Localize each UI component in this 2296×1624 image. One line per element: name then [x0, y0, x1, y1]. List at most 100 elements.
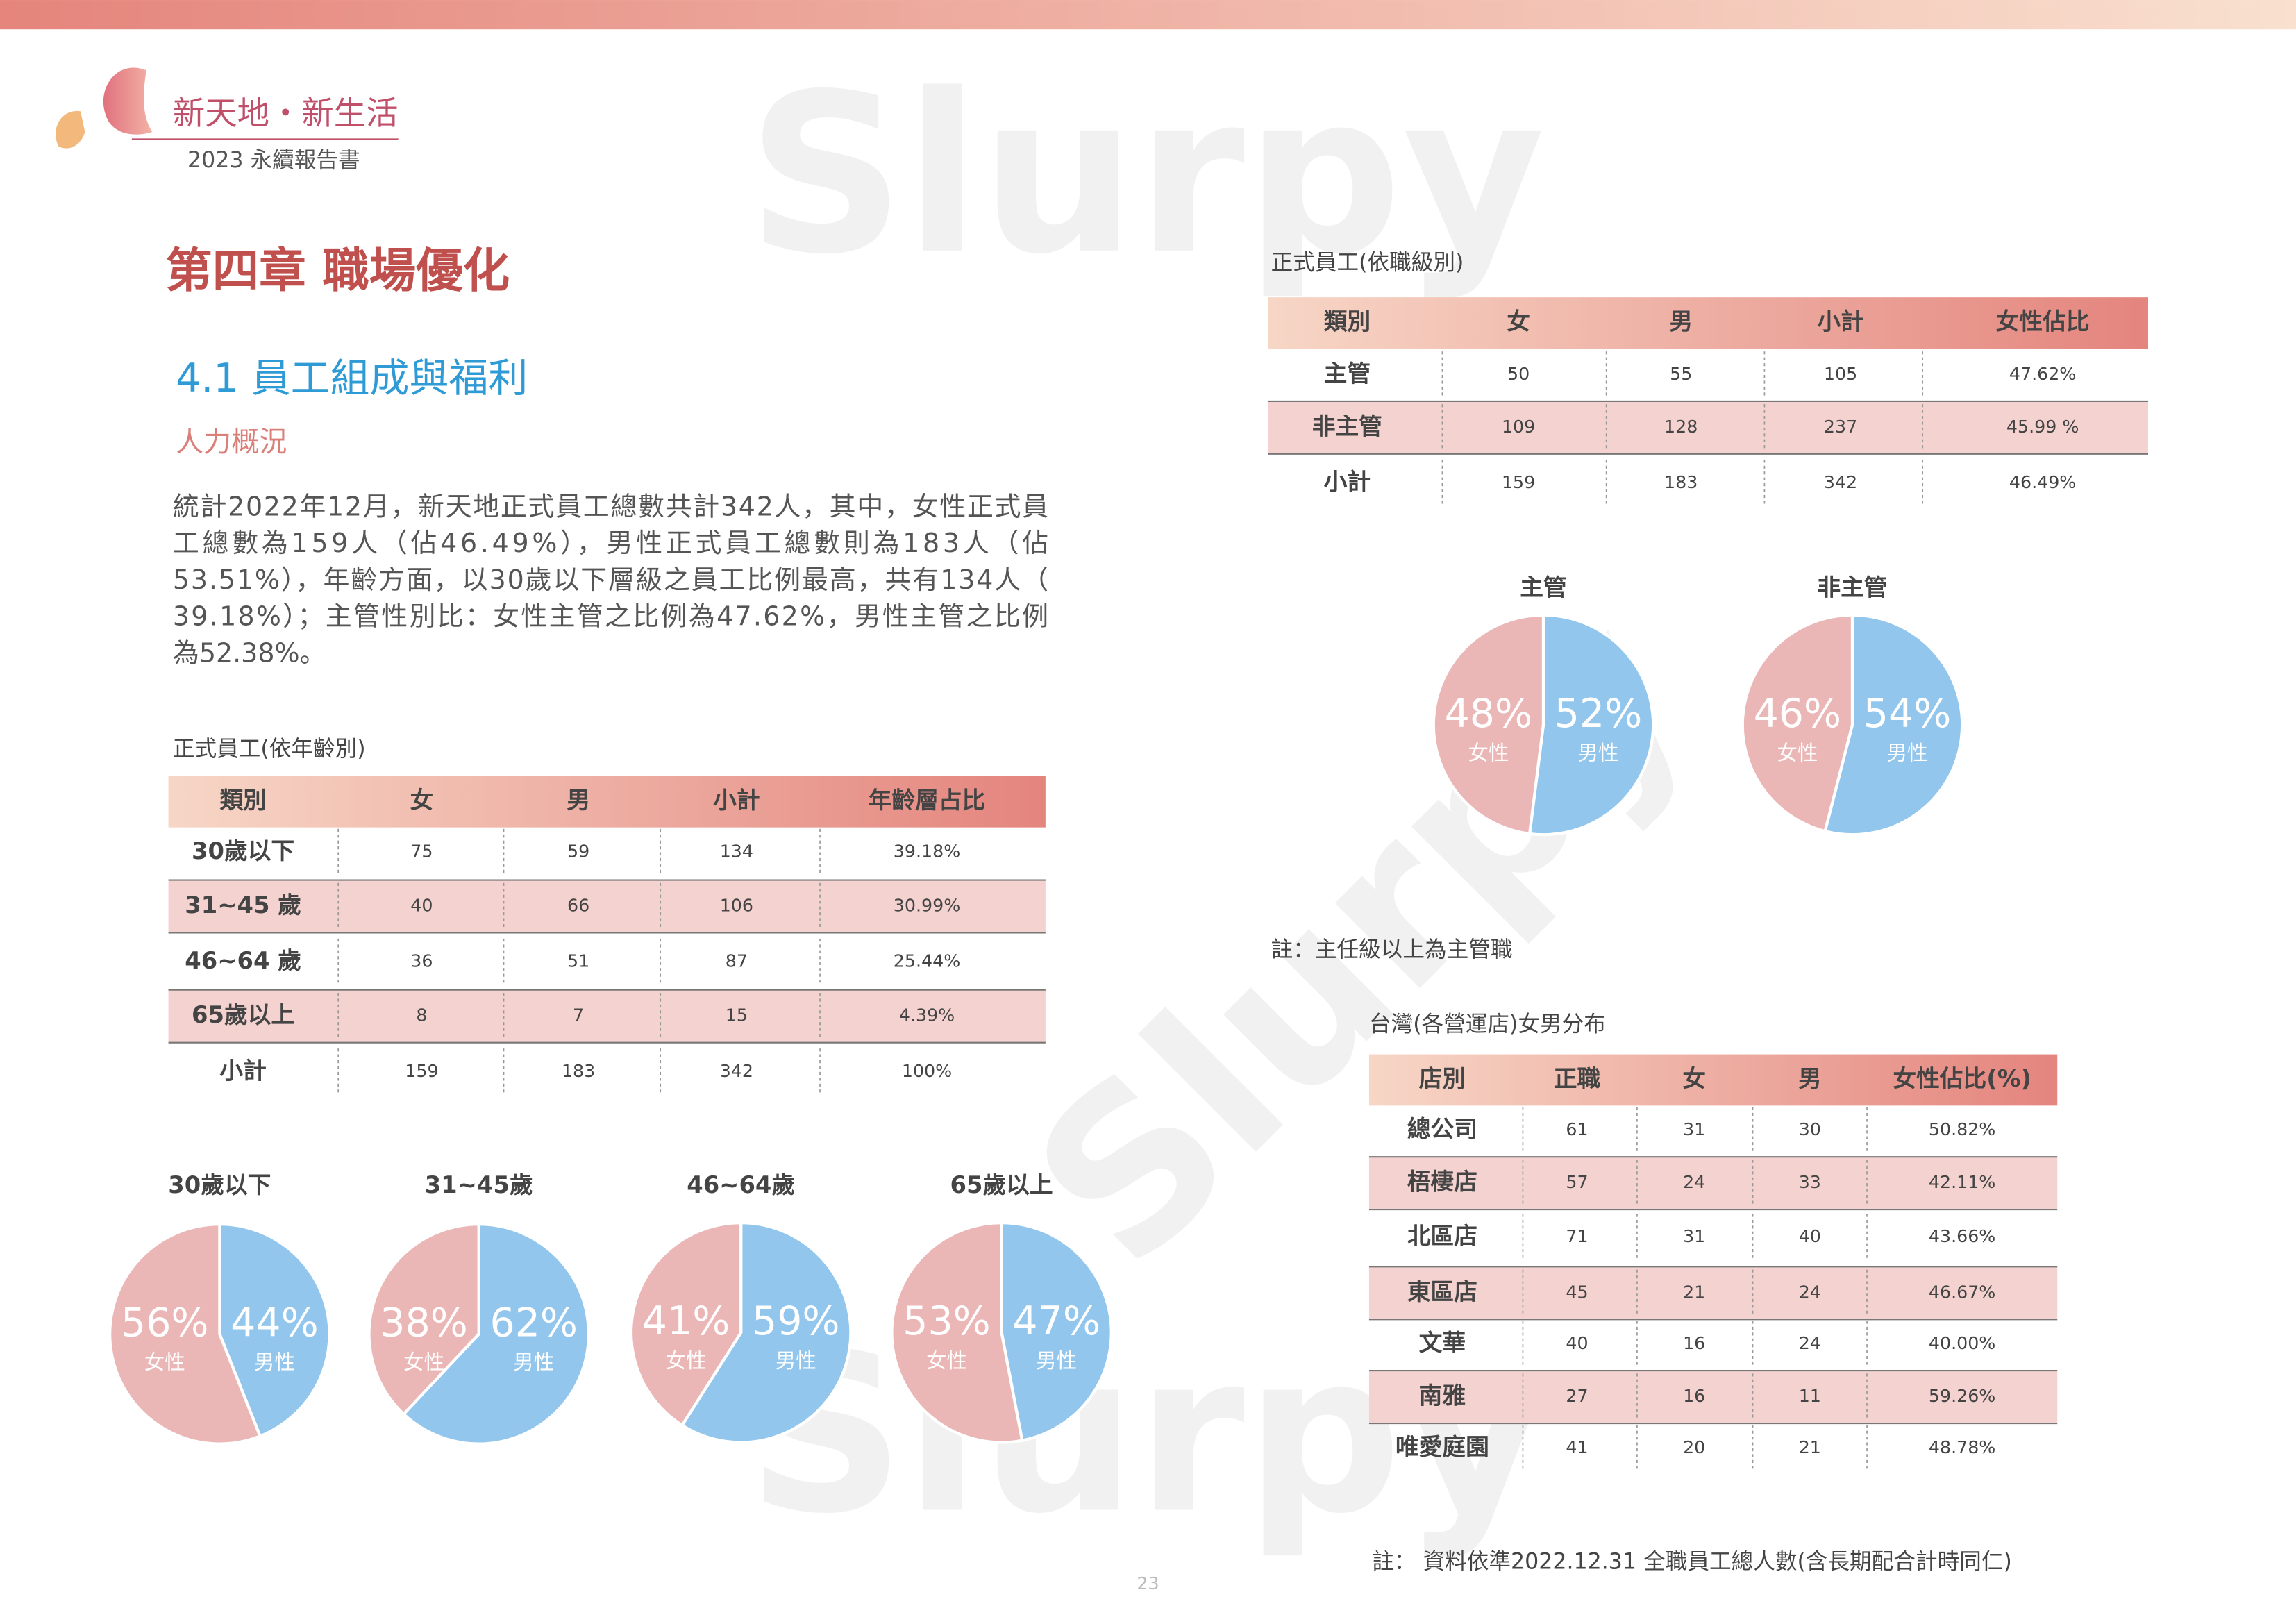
table-cell: 小計	[219, 1057, 266, 1084]
table-row-bg	[1368, 1266, 2058, 1320]
table-cell: 66	[567, 896, 589, 916]
table-cell: 33	[1799, 1172, 1821, 1192]
table-header-cell: 店別	[1419, 1065, 1466, 1092]
pie-value-label: 56%	[121, 1300, 209, 1346]
pie-slice	[890, 1221, 1024, 1444]
pie-slice-name: 女性	[144, 1350, 185, 1374]
table-caption: 正式員工(依年齡別)	[173, 737, 366, 762]
table-header-cell: 女	[1682, 1065, 1706, 1092]
pie-title: 46~64歲	[687, 1171, 795, 1198]
pie-slice-name: 女性	[403, 1350, 444, 1374]
table-header-cell: 女	[410, 787, 434, 814]
paragraph-line: 53.51%），年齡方面，以30歲以下層級之員工比例最高，共有134人（	[173, 564, 1048, 595]
paragraph-line: 39.18%）；主管性別比：女性主管之比例為47.62%，男性主管之比例	[173, 601, 1048, 632]
table-cell: 41	[1566, 1437, 1588, 1457]
pie-slice	[1823, 613, 1964, 837]
pie-title: 非主管	[1817, 574, 1887, 601]
table-header-cell: 小計	[713, 787, 760, 814]
pie-slice-name: 男性	[1578, 742, 1619, 765]
table-cell: 31~45 歲	[185, 891, 301, 919]
table-header-cell: 類別	[1324, 308, 1371, 335]
table-cell: 51	[567, 951, 589, 971]
table-header-cell: 女性佔比(%)	[1893, 1065, 2031, 1092]
table-header-cell: 女	[1507, 308, 1530, 335]
table-cell: 40	[1566, 1333, 1588, 1353]
table-cell: 40	[410, 896, 433, 916]
pie-value-label: 54%	[1863, 691, 1952, 737]
pie-value-label: 47%	[1012, 1298, 1100, 1344]
table-cell: 24	[1799, 1282, 1821, 1302]
table-header-cell: 小計	[1817, 308, 1863, 335]
table-header-cell: 男	[567, 787, 590, 814]
table-cell: 342	[720, 1061, 753, 1081]
table-cell: 25.44%	[894, 951, 960, 971]
table-cell: 109	[1502, 417, 1535, 437]
pie-slice	[1527, 613, 1655, 837]
pie-value-label: 53%	[903, 1298, 991, 1344]
table-cell: 15	[726, 1005, 748, 1026]
table-cell: 30.99%	[894, 896, 960, 916]
pie-title: 主管	[1520, 574, 1566, 601]
table-cell: 36	[410, 951, 433, 971]
table-cell: 50	[1507, 364, 1530, 384]
table-cell: 57	[1566, 1172, 1588, 1192]
note: 註：主任級以上為主管職	[1271, 937, 1513, 962]
table-row-bg	[168, 880, 1046, 933]
table-cell: 159	[1502, 472, 1535, 492]
pie-slice-name: 女性	[1468, 742, 1509, 765]
table-cell: 16	[1683, 1386, 1705, 1406]
table-cell: 27	[1566, 1386, 1588, 1406]
table-cell: 24	[1683, 1172, 1705, 1192]
top-bar	[0, 0, 2296, 30]
table-cell: 7	[573, 1005, 584, 1026]
table-cell: 106	[720, 896, 753, 916]
pie-value-label: 62%	[489, 1300, 578, 1346]
table-cell: 46~64 歲	[185, 947, 301, 974]
table-cell: 40	[1799, 1226, 1821, 1246]
table-cell: 75	[410, 841, 433, 861]
table-cell: 4.39%	[899, 1005, 955, 1026]
table-cell: 42.11%	[1929, 1172, 1995, 1192]
table-cell: 46.49%	[2009, 472, 2076, 492]
table-row-bg	[168, 989, 1046, 1043]
pie-slice-name: 男性	[513, 1350, 554, 1374]
table-cell: 159	[405, 1061, 438, 1081]
table-cell: 文華	[1419, 1330, 1466, 1357]
table-header-bg	[1268, 297, 2148, 349]
table-cell: 唯愛庭園	[1396, 1433, 1489, 1460]
table-cell: 134	[720, 841, 753, 861]
pie-slice	[1741, 613, 1854, 833]
table-cell: 45.99 %	[2006, 417, 2079, 437]
pie-value-label: 59%	[752, 1298, 840, 1344]
table-cell: 11	[1799, 1386, 1821, 1406]
table-cell: 24	[1799, 1333, 1821, 1353]
table-cell: 南雅	[1419, 1382, 1466, 1409]
pie-slice	[629, 1221, 743, 1428]
pie-value-label: 46%	[1754, 691, 1842, 737]
table-row-bg	[1268, 401, 2148, 454]
table-header-cell: 年齡層占比	[869, 787, 986, 814]
section-title: 4.1 員工組成與福利	[176, 355, 528, 401]
table-cell: 100%	[902, 1061, 952, 1081]
table-cell: 183	[562, 1061, 595, 1081]
pie-slice	[401, 1223, 590, 1446]
footnote: 註： 資料依準2022.12.31 全職員工總人數(含長期配合計時同仁)	[1372, 1549, 2012, 1574]
table-cell: 北區店	[1407, 1223, 1477, 1250]
pie-slice	[367, 1223, 480, 1416]
table-cell: 237	[1824, 417, 1857, 437]
table-header-bg	[1368, 1054, 2058, 1106]
table-cell: 61	[1566, 1119, 1588, 1139]
table-cell: 31	[1683, 1226, 1705, 1246]
pie-slice	[108, 1223, 262, 1446]
pie-value-label: 48%	[1445, 691, 1533, 737]
pie-title: 31~45歲	[425, 1171, 533, 1198]
pie-slice-name: 女性	[1777, 742, 1818, 765]
table-cell: 非主管	[1312, 412, 1382, 440]
table-cell: 20	[1683, 1437, 1705, 1457]
table-cell: 梧棲店	[1407, 1169, 1477, 1196]
table-cell: 40.00%	[1929, 1333, 1995, 1353]
table-header-cell: 女性佔比	[1996, 308, 2090, 335]
table-cell: 45	[1566, 1282, 1588, 1302]
